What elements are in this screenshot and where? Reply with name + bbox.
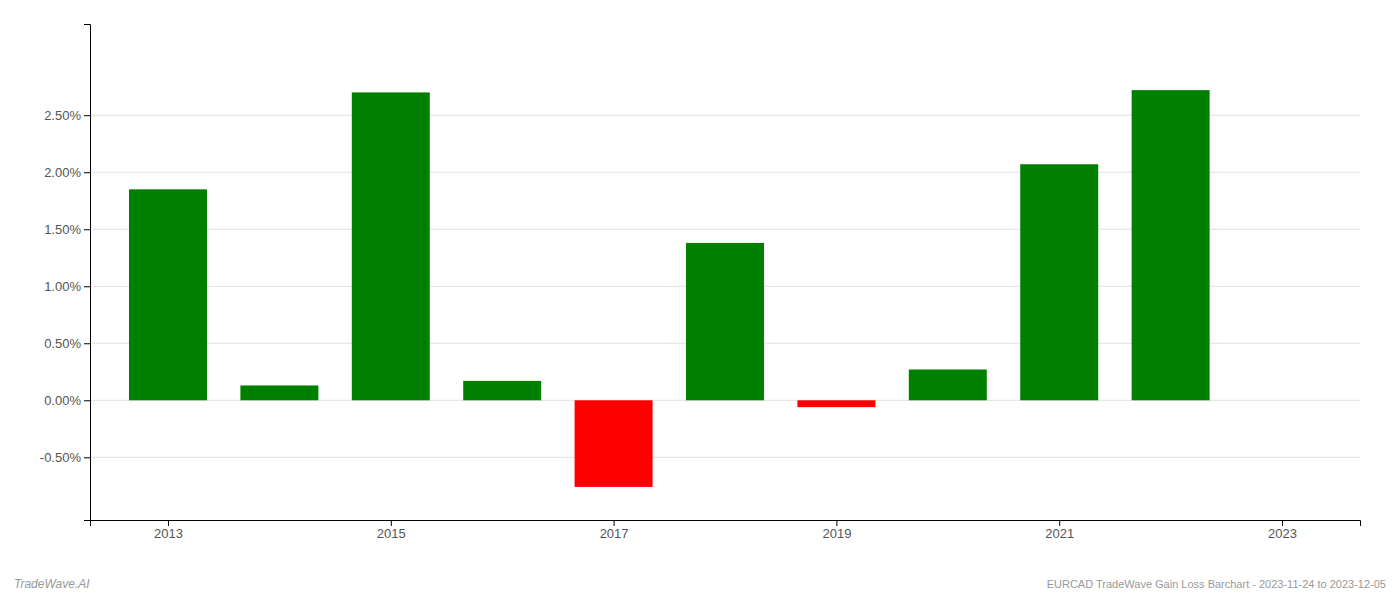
y-tick-mark <box>84 343 90 344</box>
footer-text: EURCAD TradeWave Gain Loss Barchart - 20… <box>1047 578 1386 590</box>
x-axis: 2013 2015 2017 2019 2021 2023 <box>91 520 1361 541</box>
x-tick-mark <box>391 520 392 526</box>
x-tick-mark <box>1282 520 1283 526</box>
x-tick: 2019 <box>822 520 851 541</box>
bar <box>240 385 318 400</box>
y-tick-mark <box>84 229 90 230</box>
x-tick: 2021 <box>1045 520 1074 541</box>
bar <box>352 92 430 400</box>
bar <box>797 400 875 407</box>
x-tick: 2015 <box>377 520 406 541</box>
x-tick-mark <box>836 520 837 526</box>
y-tick-mark <box>84 400 90 401</box>
y-tick: 0.50% <box>44 336 90 351</box>
y-tick: -0.50% <box>40 450 90 465</box>
bar <box>1020 164 1098 400</box>
y-tick-label: 2.50% <box>44 108 81 123</box>
x-tick: 2023 <box>1268 520 1297 541</box>
bar <box>1132 90 1210 400</box>
x-tick: 2017 <box>600 520 629 541</box>
y-tick: 0.00% <box>44 393 90 408</box>
x-tick-label: 2021 <box>1045 526 1074 541</box>
grid-line <box>90 457 1360 458</box>
y-tick-label: 1.50% <box>44 222 81 237</box>
y-tick-label: 0.00% <box>44 393 81 408</box>
y-tick-label: -0.50% <box>40 450 82 465</box>
y-tick-label: 2.00% <box>44 165 81 180</box>
y-tick: 1.00% <box>44 279 90 294</box>
x-tick-mark <box>168 520 169 526</box>
plot: -0.50% 0.00% 0.50% 1.00% 1.50% 2.00% 2.50% 2013… <box>40 25 1361 542</box>
y-tick: 2.50% <box>44 108 90 123</box>
y-tick: 1.50% <box>44 222 90 237</box>
x-tick-mark <box>1059 520 1060 526</box>
y-tick-mark <box>84 172 90 173</box>
x-axis-line <box>91 521 1361 527</box>
bar <box>575 400 653 487</box>
bar <box>463 381 541 400</box>
y-tick-mark <box>84 457 90 458</box>
y-tick-mark <box>84 115 90 116</box>
x-tick-mark <box>614 520 615 526</box>
x-tick-label: 2019 <box>822 526 851 541</box>
bars <box>129 90 1210 487</box>
x-tick-label: 2013 <box>154 526 183 541</box>
y-tick-label: 0.50% <box>44 336 81 351</box>
x-tick: 2013 <box>154 520 183 541</box>
chart: -0.50% 0.00% 0.50% 1.00% 1.50% 2.00% 2.50% 2013… <box>0 0 1400 600</box>
y-tick-label: 1.00% <box>44 279 81 294</box>
bar <box>129 189 207 400</box>
y-axis-line <box>84 25 91 521</box>
y-tick-mark <box>84 286 90 287</box>
y-tick: 2.00% <box>44 165 90 180</box>
x-tick-label: 2015 <box>377 526 406 541</box>
footer-text: TradeWave.AI <box>14 577 90 591</box>
bar <box>909 369 987 400</box>
x-tick-label: 2017 <box>600 526 629 541</box>
x-tick-label: 2023 <box>1268 526 1297 541</box>
bar <box>686 243 764 400</box>
y-axis: -0.50% 0.00% 0.50% 1.00% 1.50% 2.00% 2.50% <box>40 25 91 521</box>
